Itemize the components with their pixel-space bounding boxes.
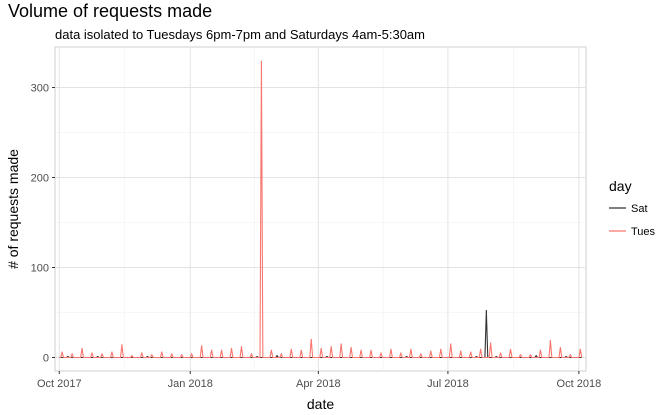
data-point-tues [260, 60, 263, 63]
data-point-tues [310, 338, 312, 341]
data-point-tues [300, 349, 302, 351]
data-point-tues [111, 351, 113, 353]
data-point-tues [450, 343, 452, 345]
data-point-sat [406, 356, 408, 358]
chart-subtitle: data isolated to Tuesdays 6pm-7pm and Sa… [55, 27, 425, 42]
y-tick-label: 200 [31, 173, 49, 185]
y-axis-title: # of requests made [5, 149, 21, 269]
legend-label-sat: Sat [631, 203, 648, 215]
data-point-tues [509, 348, 512, 350]
data-point-tues [91, 352, 93, 354]
x-tick-label: Jan 2018 [168, 378, 213, 390]
data-point-tues [181, 354, 183, 356]
data-point-tues [420, 353, 422, 355]
data-point-tues [191, 353, 193, 355]
data-point-sat [256, 356, 258, 358]
data-point-tues [360, 349, 362, 351]
data-point-tues [499, 352, 502, 354]
data-point-tues [121, 344, 123, 346]
data-point-tues [320, 347, 322, 350]
data-point-tues [370, 349, 372, 351]
data-point-tues [380, 352, 382, 354]
data-point-sat [276, 355, 278, 357]
data-point-tues [161, 351, 163, 353]
x-axis-title: date [307, 396, 334, 412]
data-point-sat [97, 356, 99, 358]
data-point-sat [146, 356, 149, 358]
legend-title: day [609, 178, 632, 194]
data-point-tues [141, 352, 143, 354]
data-point-tues [539, 349, 542, 351]
data-point-sat [495, 356, 497, 358]
data-point-sat [67, 356, 69, 358]
data-point-tues [151, 354, 153, 356]
data-point-tues [460, 350, 462, 352]
data-point-tues [549, 339, 552, 341]
data-point-sat [475, 356, 477, 358]
data-point-sat [565, 356, 567, 358]
x-tick-label: Oct 2017 [37, 378, 82, 390]
data-point-tues [71, 353, 73, 355]
data-point-tues [201, 345, 203, 347]
data-point-tues [440, 348, 442, 350]
data-point-tues [240, 346, 243, 348]
y-tick-label: 300 [31, 83, 49, 95]
data-point-tues [490, 342, 492, 344]
data-point-tues [61, 351, 63, 353]
data-point-tues [131, 355, 133, 357]
chart-title: Volume of requests made [8, 1, 213, 21]
x-tick-label: Oct 2018 [557, 378, 602, 390]
data-point-tues [569, 354, 571, 356]
data-point-sat [485, 310, 487, 312]
data-point-tues [480, 348, 482, 350]
x-tick-label: Jul 2018 [427, 378, 469, 390]
data-point-tues [81, 347, 83, 350]
plot-panel-border [54, 46, 587, 372]
data-point-tues [250, 353, 253, 355]
data-point-tues [210, 349, 213, 351]
data-point-tues [220, 349, 223, 351]
data-point-sat [535, 355, 537, 357]
data-point-tues [350, 347, 352, 349]
data-point-tues [519, 354, 522, 356]
data-point-sat [326, 356, 328, 358]
data-point-tues [400, 352, 402, 354]
data-point-tues [529, 354, 532, 356]
data-point-tues [290, 348, 292, 350]
data-point-tues [470, 351, 472, 353]
data-point-tues [171, 353, 173, 355]
x-tick-label: Apr 2018 [296, 378, 341, 390]
data-point-tues [230, 347, 233, 350]
data-point-tues [430, 350, 432, 352]
data-point-tues [280, 353, 282, 355]
data-point-tues [410, 348, 412, 350]
data-point-tues [270, 349, 272, 351]
data-point-tues [579, 348, 581, 350]
data-point-tues [330, 346, 332, 348]
y-tick-label: 100 [31, 263, 49, 275]
legend-label-tues: Tues [631, 226, 656, 238]
series-line-tues [59, 60, 583, 359]
data-point-tues [101, 353, 103, 355]
y-tick-label: 0 [43, 353, 49, 365]
data-point-tues [340, 343, 342, 345]
data-point-tues [559, 347, 561, 349]
legend: day Sat Tues [609, 178, 656, 238]
data-point-tues [390, 348, 392, 350]
